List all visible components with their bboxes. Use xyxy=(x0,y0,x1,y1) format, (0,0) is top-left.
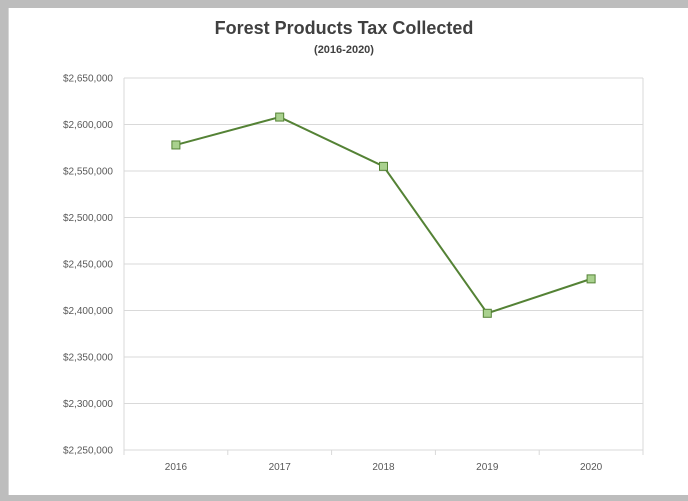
chart-subtitle: (2016-2020) xyxy=(314,44,374,56)
series-line xyxy=(175,115,592,315)
data-point-marker xyxy=(482,308,492,318)
data-point-marker xyxy=(171,140,181,150)
y-tick-label: $2,400,000 xyxy=(63,306,113,317)
y-tick-label: $2,500,000 xyxy=(63,213,113,224)
gridlines xyxy=(123,77,644,455)
chart-title: Forest Products Tax Collected xyxy=(214,18,474,38)
x-tick-label: 2016 xyxy=(165,462,188,473)
y-tick-label: $2,600,000 xyxy=(63,120,113,131)
x-tick-label: 2017 xyxy=(269,462,292,473)
data-point-marker xyxy=(586,274,596,284)
x-tick-label: 2020 xyxy=(580,462,603,473)
x-axis-tick-labels: 2016 2017 2018 2019 2020 xyxy=(165,462,603,473)
plot-series xyxy=(171,112,596,318)
data-point-marker xyxy=(275,112,285,122)
y-tick-label: $2,550,000 xyxy=(63,167,113,178)
data-point-marker xyxy=(379,161,388,171)
x-tick-label: 2019 xyxy=(476,462,499,473)
chart-frame xyxy=(8,8,688,495)
y-tick-label: $2,650,000 xyxy=(63,74,113,85)
y-tick-label: $2,250,000 xyxy=(63,446,113,457)
y-axis-tick-labels: $2,250,000 $2,300,000 $2,350,000 $2,400,000… xyxy=(63,74,113,457)
y-tick-label: $2,300,000 xyxy=(63,399,113,410)
x-tick-label: 2018 xyxy=(372,462,395,473)
y-tick-label: $2,350,000 xyxy=(63,353,113,364)
y-tick-label: $2,450,000 xyxy=(63,260,113,271)
